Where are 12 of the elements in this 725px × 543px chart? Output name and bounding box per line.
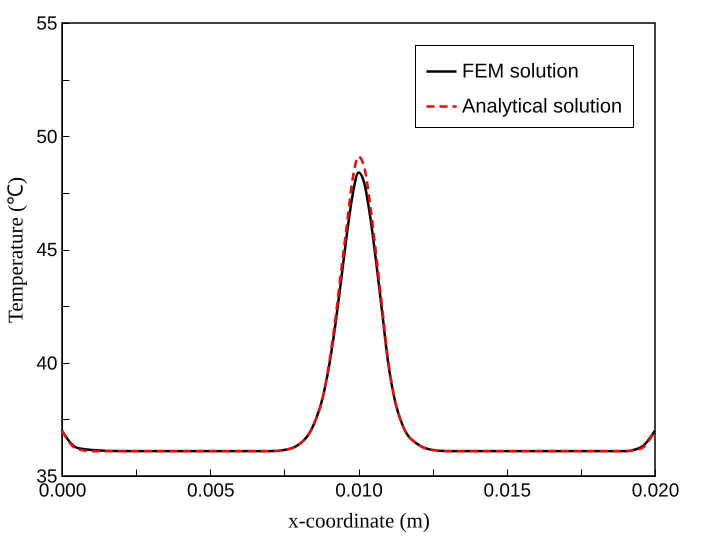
x-tick-label: 0.015 [483, 480, 532, 502]
x-tick-label: 0.005 [186, 480, 235, 502]
y-tick-label: 55 [36, 14, 58, 34]
y-tick-label: 50 [36, 126, 58, 148]
y-tick-label: 40 [36, 353, 58, 374]
x-tick-label: 0.010 [335, 480, 383, 502]
x-axis-title: x-coordinate (m) [288, 508, 430, 532]
legend-label: FEM solution [462, 60, 579, 82]
legend-label: Analytical solution [462, 96, 622, 118]
y-axis-title: Temperature (℃) [3, 176, 28, 324]
x-tick-label: 0.020 [632, 480, 680, 502]
y-tick-label: 45 [36, 240, 58, 261]
